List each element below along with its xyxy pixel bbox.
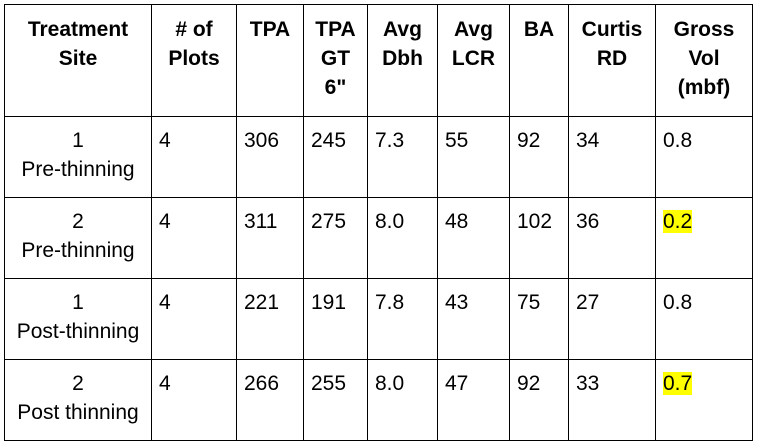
cell-avg-dbh: 8.0 xyxy=(367,359,438,441)
cell-tpa-gt6: 255 xyxy=(303,359,368,441)
cell-avg-dbh: 8.0 xyxy=(367,197,438,279)
header-avg-lcr: Avg LCR xyxy=(437,4,510,117)
cell-ba: 92 xyxy=(509,116,569,198)
cell-gross-vol: 0.2 xyxy=(655,197,753,279)
cell-tpa: 221 xyxy=(236,278,304,360)
cell-curtis-rd: 36 xyxy=(568,197,656,279)
cell-avg-lcr: 55 xyxy=(437,116,510,198)
cell-avg-lcr: 47 xyxy=(437,359,510,441)
cell-plots: 4 xyxy=(151,116,237,198)
cell-plots: 4 xyxy=(151,197,237,279)
cell-treatment-site: 1 Post-thinning xyxy=(4,278,152,360)
cell-ba: 75 xyxy=(509,278,569,360)
table-row: 1 Post-thinning 4 221 191 7.8 43 75 27 0.… xyxy=(4,278,753,360)
table-row: 1 Pre-thinning 4 306 245 7.3 55 92 34 0.8 xyxy=(4,116,753,198)
cell-tpa-gt6: 275 xyxy=(303,197,368,279)
cell-ba: 102 xyxy=(509,197,569,279)
table-row: 2 Pre-thinning 4 311 275 8.0 48 102 36 0.… xyxy=(4,197,753,279)
cell-treatment-site: 2 Post thinning xyxy=(4,359,152,441)
cell-avg-dbh: 7.3 xyxy=(367,116,438,198)
gross-vol-value: 0.8 xyxy=(663,129,693,152)
table-row: 2 Post thinning 4 266 255 8.0 47 92 33 0.… xyxy=(4,359,753,441)
header-avg-dbh: Avg Dbh xyxy=(367,4,438,117)
header-treatment-site: Treatment Site xyxy=(4,4,152,117)
cell-avg-dbh: 7.8 xyxy=(367,278,438,360)
cell-tpa: 266 xyxy=(236,359,304,441)
header-tpa: TPA xyxy=(236,4,304,117)
gross-vol-value-highlighted: 0.7 xyxy=(663,372,693,395)
cell-avg-lcr: 48 xyxy=(437,197,510,279)
cell-curtis-rd: 34 xyxy=(568,116,656,198)
forest-inventory-table: Treatment Site # of Plots TPA TPA GT 6" Avg D… xyxy=(4,4,753,441)
header-ba: BA xyxy=(509,4,569,117)
gross-vol-value-highlighted: 0.2 xyxy=(663,210,693,233)
gross-vol-value: 0.8 xyxy=(663,291,693,314)
cell-tpa-gt6: 245 xyxy=(303,116,368,198)
cell-gross-vol: 0.8 xyxy=(655,278,753,360)
header-tpa-gt6: TPA GT 6" xyxy=(303,4,368,117)
cell-ba: 92 xyxy=(509,359,569,441)
cell-gross-vol: 0.8 xyxy=(655,116,753,198)
header-row: Treatment Site # of Plots TPA TPA GT 6" Avg D… xyxy=(4,4,753,117)
cell-curtis-rd: 33 xyxy=(568,359,656,441)
cell-tpa: 306 xyxy=(236,116,304,198)
cell-treatment-site: 1 Pre-thinning xyxy=(4,116,152,198)
cell-gross-vol: 0.7 xyxy=(655,359,753,441)
header-curtis-rd: Curtis RD xyxy=(568,4,656,117)
cell-tpa: 311 xyxy=(236,197,304,279)
cell-tpa-gt6: 191 xyxy=(303,278,368,360)
cell-plots: 4 xyxy=(151,278,237,360)
header-gross-vol: Gross Vol (mbf) xyxy=(655,4,753,117)
cell-treatment-site: 2 Pre-thinning xyxy=(4,197,152,279)
cell-avg-lcr: 43 xyxy=(437,278,510,360)
header-num-plots: # of Plots xyxy=(151,4,237,117)
cell-curtis-rd: 27 xyxy=(568,278,656,360)
cell-plots: 4 xyxy=(151,359,237,441)
